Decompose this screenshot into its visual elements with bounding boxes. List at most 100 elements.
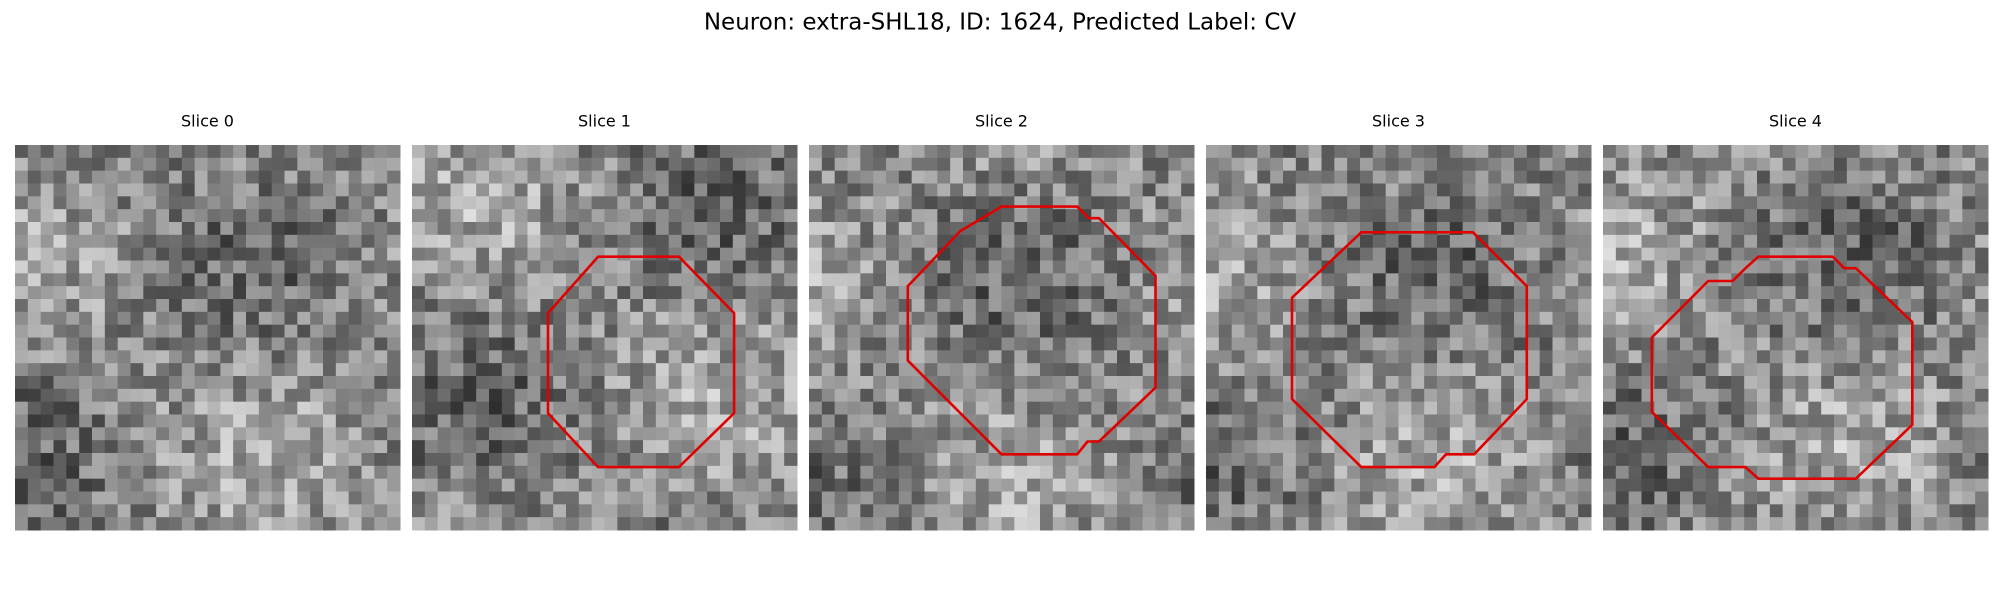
pixel (1321, 337, 1335, 351)
pixel (681, 183, 695, 197)
pixel (1218, 183, 1233, 197)
pixel (1872, 453, 1886, 467)
pixel (1168, 196, 1182, 210)
pixel (566, 440, 580, 454)
pixel (66, 427, 80, 441)
pixel (1462, 401, 1476, 415)
pixel (771, 183, 785, 197)
pixel (540, 183, 554, 197)
pixel (1360, 273, 1374, 287)
pixel (1898, 209, 1912, 223)
pixel (1680, 363, 1694, 377)
pixel (1552, 286, 1566, 300)
pixel (66, 440, 80, 454)
pixel (450, 491, 464, 505)
pixel (1001, 183, 1015, 197)
pixel (988, 465, 1002, 480)
pixel (1539, 401, 1553, 415)
pixel (15, 170, 29, 184)
pixel (1142, 286, 1156, 300)
pixel (1360, 363, 1374, 377)
pixel (1244, 196, 1258, 210)
pixel (437, 170, 451, 184)
pixel (1808, 427, 1822, 441)
pixel (1923, 324, 1938, 338)
pixel (1462, 491, 1476, 505)
pixel (540, 440, 554, 454)
pixel (361, 183, 375, 197)
pixel (1424, 414, 1438, 428)
pixel (1283, 453, 1297, 467)
pixel (27, 273, 42, 287)
pixel (566, 504, 580, 518)
pixel (1372, 234, 1387, 249)
pixel (707, 209, 721, 223)
pixel (1078, 350, 1092, 364)
pixel (1129, 376, 1144, 390)
pixel (79, 491, 93, 505)
pixel (668, 222, 682, 236)
pixel (424, 209, 439, 223)
pixel (911, 504, 925, 518)
pixel (1795, 299, 1809, 313)
pixel (284, 170, 298, 184)
pixel (1501, 401, 1515, 415)
pixel (784, 247, 798, 261)
pixel (1385, 234, 1399, 249)
pixel (1975, 465, 1989, 480)
pixel (1385, 504, 1399, 518)
pixel (412, 209, 426, 223)
pixel (860, 145, 874, 159)
pixel (1181, 465, 1195, 480)
pixel (92, 145, 106, 159)
pixel (1705, 183, 1719, 197)
pixel (1001, 247, 1015, 261)
pixel (1846, 299, 1861, 313)
pixel (1949, 170, 1963, 184)
pixel (1104, 260, 1118, 274)
pixel (668, 196, 682, 210)
pixel (1744, 183, 1758, 197)
pixel (194, 311, 208, 326)
pixel (1334, 414, 1348, 428)
pixel (1911, 145, 1925, 159)
pixel (1667, 517, 1681, 531)
pixel (847, 491, 861, 505)
pixel (1821, 363, 1835, 377)
pixel (1565, 350, 1579, 364)
pixel (424, 478, 439, 492)
pixel (1244, 478, 1258, 492)
pixel (1411, 517, 1425, 531)
pixel (553, 376, 567, 390)
pixel (1270, 517, 1284, 531)
pixel (104, 491, 119, 505)
pixel (1257, 299, 1271, 313)
pixel (271, 363, 285, 377)
pixel (566, 401, 580, 415)
pixel (143, 273, 157, 287)
pixel (1027, 491, 1041, 505)
pixel (117, 183, 131, 197)
pixel (771, 401, 785, 415)
pixel (1923, 157, 1938, 172)
pixel (1501, 311, 1515, 326)
pixel (975, 234, 990, 249)
pixel (1078, 311, 1092, 326)
pixel (463, 504, 477, 518)
pixel (335, 376, 350, 390)
pixel (527, 222, 541, 236)
pixel (1027, 427, 1041, 441)
pixel (1782, 453, 1796, 467)
pixel (143, 286, 157, 300)
pixel (591, 363, 605, 377)
pixel (361, 234, 375, 249)
pixel (1962, 299, 1976, 313)
pixel (655, 350, 670, 364)
pixel (1692, 145, 1707, 159)
pixel (1526, 491, 1541, 505)
pixel (847, 170, 861, 184)
pixel (745, 414, 759, 428)
pixel (1821, 260, 1835, 274)
pixel (784, 170, 798, 184)
pixel (271, 453, 285, 467)
